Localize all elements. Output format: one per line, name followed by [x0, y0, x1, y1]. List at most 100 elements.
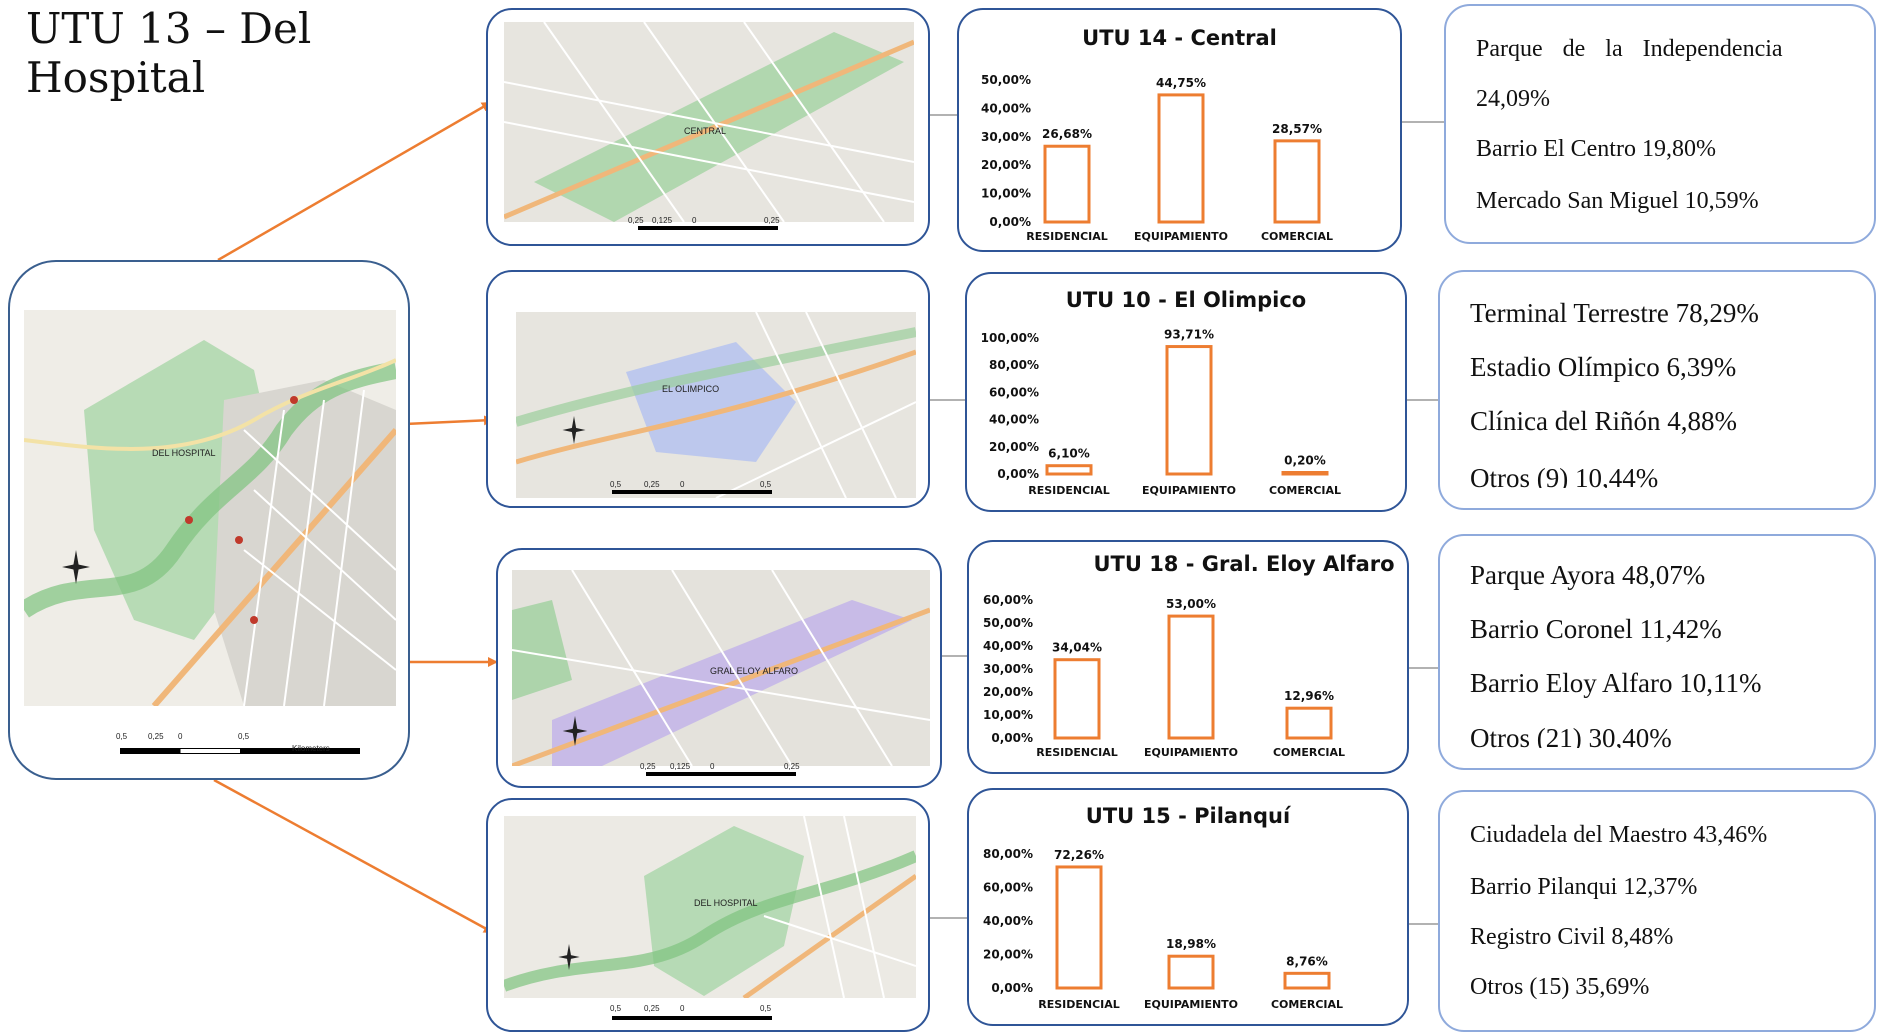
- main-map-scale-bar: [120, 748, 360, 754]
- category-label: RESIDENCIAL: [1038, 998, 1120, 1011]
- main-map-graphic: [24, 310, 396, 706]
- y-tick-label: 0,00%: [991, 731, 1033, 745]
- bar-chart-olimpico: 100,00% 80,00% 60,00% 40,00% 20,00% 0,00% 6,10…: [981, 328, 1341, 497]
- text-line: Mercado San Miguel 10,59%: [1476, 188, 1759, 214]
- text-line: Barrio El Centro 19,80%: [1476, 136, 1716, 162]
- value-label: 8,76%: [1286, 954, 1328, 968]
- value-label: 34,04%: [1052, 641, 1102, 655]
- map-frame-central: CENTRAL 0,25 0,125 0 0,25: [486, 8, 930, 246]
- text-box-olimpico: Terminal Terrestre 78,29% Estadio Olímpi…: [1438, 270, 1876, 510]
- category-label: COMERCIAL: [1261, 230, 1333, 243]
- category-label: RESIDENCIAL: [1028, 484, 1110, 497]
- map-olimpico-graphic: [516, 312, 916, 498]
- text-line: Parque Ayora 48,07%: [1470, 560, 1706, 590]
- central-scale-tick-0: 0,25: [628, 216, 644, 225]
- map-olimpico-label: EL OLIMPICO: [662, 384, 720, 394]
- map-frame-eloy-alfaro: GRAL ELOY ALFARO 0,25 0,125 0 0,25: [496, 548, 942, 788]
- bar: [1167, 614, 1215, 740]
- value-label: 93,71%: [1164, 328, 1214, 342]
- text-line: Terminal Terrestre 78,29%: [1470, 298, 1759, 328]
- chart-box-eloy-alfaro: UTU 18 - Gral. Eloy Alfaro 60,00% 50,00% 4…: [967, 540, 1409, 774]
- y-tick-label: 50,00%: [981, 73, 1031, 87]
- text-box-central: Parque de la Independencia 24,09% Barrio…: [1444, 4, 1876, 244]
- value-label: 72,26%: [1054, 848, 1104, 862]
- value-label: 6,10%: [1048, 447, 1090, 461]
- text-box-pilanqui: Ciudadela del Maestro 43,46% Barrio Pila…: [1438, 790, 1876, 1032]
- chart-title: UTU 15 - Pilanquí: [1085, 804, 1291, 828]
- category-label: RESIDENCIAL: [1026, 230, 1108, 243]
- category-label: EQUIPAMIENTO: [1144, 998, 1238, 1011]
- y-tick-label: 10,00%: [983, 708, 1033, 722]
- chart-box-olimpico: UTU 10 - El Olimpico 100,00% 80,00% 60,00%…: [965, 272, 1407, 512]
- compass-icon: [562, 416, 586, 444]
- chart-title: UTU 18 - Gral. Eloy Alfaro: [1093, 552, 1395, 576]
- central-scale-tick-3: 0,25: [764, 216, 780, 225]
- value-label: 26,68%: [1042, 127, 1092, 141]
- text-line: Clínica del Riñón 4,88%: [1470, 406, 1737, 436]
- main-scale-tick-3: 0,5: [238, 732, 250, 741]
- bar: [1281, 471, 1329, 476]
- map-eloy-alfaro: GRAL ELOY ALFARO: [512, 570, 930, 766]
- compass-icon: [62, 550, 90, 584]
- y-tick-label: 20,00%: [989, 440, 1039, 454]
- map-eloy-alfaro-label: GRAL ELOY ALFARO: [710, 666, 799, 676]
- category-label: COMERCIAL: [1271, 998, 1343, 1011]
- text-line: Otros (9) 10,44%: [1470, 463, 1659, 488]
- y-tick-label: 20,00%: [983, 948, 1033, 962]
- category-label: RESIDENCIAL: [1036, 746, 1118, 759]
- main-scale-tick-2: 0: [178, 732, 183, 741]
- chart-title: UTU 14 - Central: [1082, 26, 1277, 50]
- y-tick-label: 80,00%: [989, 358, 1039, 372]
- y-tick-label: 20,00%: [983, 685, 1033, 699]
- bar: [1165, 345, 1213, 476]
- arrow-to-central: [217, 101, 492, 262]
- chart-box-pilanqui: UTU 15 - Pilanquí 80,00% 60,00% 40,00% 20,0…: [967, 788, 1409, 1026]
- y-tick-label: 40,00%: [983, 639, 1033, 653]
- category-label: COMERCIAL: [1269, 484, 1341, 497]
- map-frame-pilanqui: DEL HOSPITAL 0,5 0,25 0 0,5: [486, 798, 930, 1032]
- pilanqui-scale-tick-1: 0,25: [644, 1004, 660, 1013]
- text-line: Ciudadela del Maestro 43,46%: [1470, 822, 1768, 848]
- olimpico-scale-tick-1: 0,25: [644, 480, 660, 489]
- pilanqui-scale-tick-2: 0: [680, 1004, 685, 1013]
- main-scale-unit: Kilometers: [292, 744, 330, 753]
- map-pilanqui: DEL HOSPITAL: [504, 816, 916, 998]
- y-tick-label: 60,00%: [989, 385, 1039, 399]
- bar: [1157, 93, 1205, 224]
- scale-bar-pilanqui: [612, 1016, 772, 1020]
- bar: [1167, 954, 1215, 990]
- text-box-eloy-alfaro: Parque Ayora 48,07% Barrio Coronel 11,42…: [1438, 534, 1876, 770]
- y-tick-label: 60,00%: [983, 593, 1033, 607]
- scale-bar-eloy-alfaro: [646, 772, 796, 776]
- arrow-to-olimpico: [404, 415, 494, 426]
- y-tick-label: 30,00%: [981, 130, 1031, 144]
- value-label: 12,96%: [1284, 689, 1334, 703]
- text-line: Estadio Olímpico 6,39%: [1470, 352, 1737, 382]
- bar: [1283, 971, 1331, 990]
- bar: [1045, 464, 1093, 476]
- value-label: 18,98%: [1166, 937, 1216, 951]
- value-label: 53,00%: [1166, 597, 1216, 611]
- map-pilanqui-label: DEL HOSPITAL: [694, 898, 758, 908]
- main-scale-tick-0: 0,5: [116, 732, 128, 741]
- category-label: COMERCIAL: [1273, 746, 1345, 759]
- y-tick-label: 0,00%: [989, 215, 1031, 229]
- bar: [1053, 658, 1101, 740]
- eloy-scale-tick-0: 0,25: [640, 762, 656, 771]
- eloy-scale-tick-3: 0,25: [784, 762, 800, 771]
- y-tick-label: 80,00%: [983, 847, 1033, 861]
- central-scale-tick-1: 0,125: [652, 216, 673, 225]
- value-label: 44,75%: [1156, 76, 1206, 90]
- y-tick-label: 100,00%: [981, 331, 1039, 345]
- compass-icon: [558, 944, 580, 970]
- main-map: DEL HOSPITAL: [24, 310, 396, 706]
- y-tick-label: 40,00%: [989, 413, 1039, 427]
- text-line: 24,09%: [1476, 86, 1550, 112]
- pilanqui-scale-tick-3: 0,5: [760, 1004, 772, 1013]
- y-tick-label: 0,00%: [991, 981, 1033, 995]
- bar: [1043, 144, 1091, 224]
- y-tick-label: 40,00%: [981, 101, 1031, 115]
- category-label: EQUIPAMIENTO: [1144, 746, 1238, 759]
- bar-chart-eloy-alfaro: 60,00% 50,00% 40,00% 30,00% 20,00% 10,00% 0,00…: [983, 593, 1345, 759]
